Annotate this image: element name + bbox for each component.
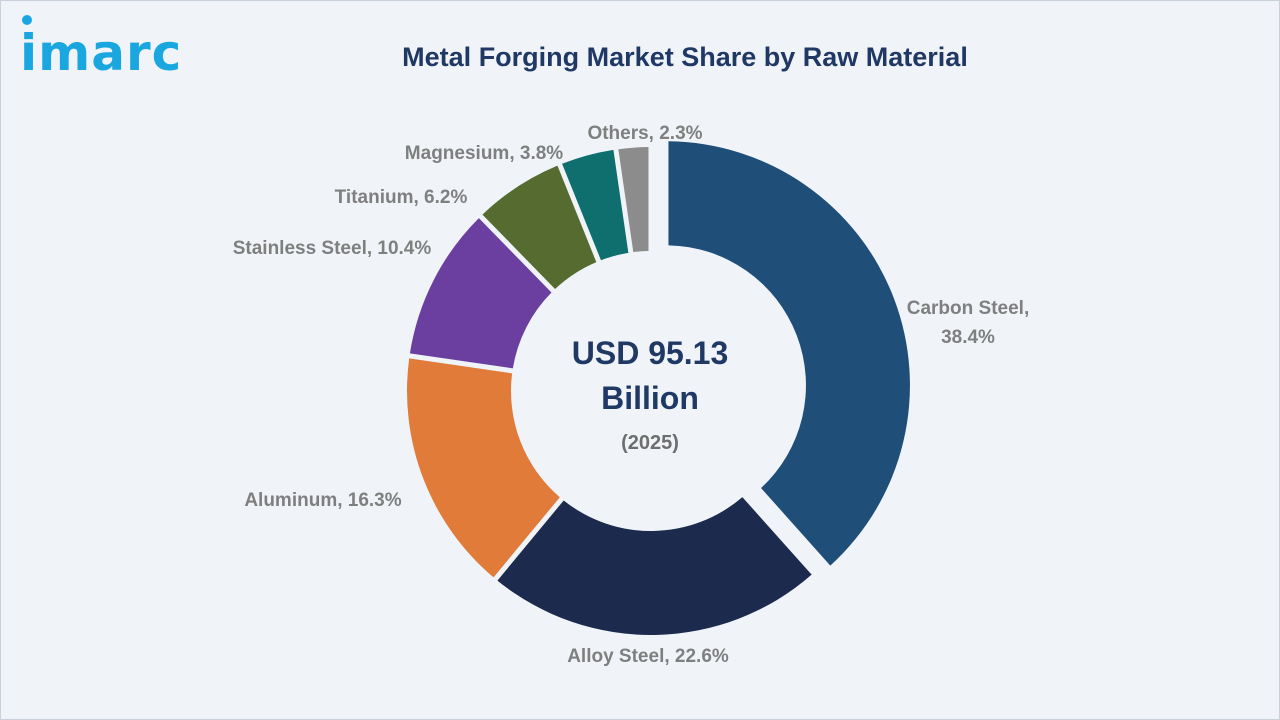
- label-titanium: Titanium, 6.2%: [335, 187, 468, 208]
- label-magnesium: Magnesium, 3.8%: [405, 143, 563, 164]
- center-value-line1: USD 95.13: [572, 335, 729, 371]
- chart-title: Metal Forging Market Share by Raw Materi…: [402, 42, 968, 72]
- brand-logo: imarc: [20, 24, 183, 82]
- label-carbon-steel: Carbon Steel, 38.4%: [907, 298, 1029, 348]
- labels-group: Carbon Steel, 38.4% Alloy Steel, 22.6% Alum…: [233, 123, 1030, 667]
- label-stainless-steel: Stainless Steel, 10.4%: [233, 238, 432, 259]
- slices-group: [406, 141, 910, 636]
- logo-dot: [22, 15, 32, 25]
- slice-aluminum: [406, 358, 560, 578]
- label-others: Others, 2.3%: [587, 123, 702, 144]
- slice-carbon-steel: [668, 141, 910, 566]
- slice-alloy-steel: [497, 497, 812, 636]
- slice-others: [618, 147, 649, 253]
- label-aluminum: Aluminum, 16.3%: [244, 490, 401, 511]
- center-value-line2: Billion: [601, 380, 699, 416]
- slice-stainless-steel: [409, 218, 552, 369]
- center-year: (2025): [621, 432, 679, 454]
- slice-titanium: [482, 165, 597, 290]
- slice-magnesium: [562, 149, 629, 261]
- label-alloy-steel: Alloy Steel, 22.6%: [567, 646, 729, 667]
